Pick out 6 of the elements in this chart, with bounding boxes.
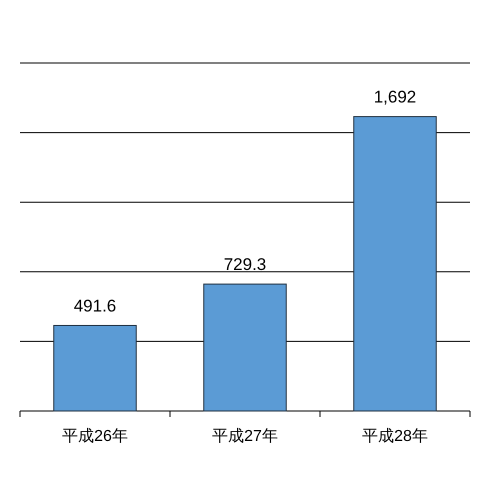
x-tick-label: 平成26年 bbox=[62, 427, 128, 445]
x-tick-label: 平成28年 bbox=[362, 427, 428, 445]
data-label: 1,692 bbox=[374, 88, 416, 107]
data-label: 491.6 bbox=[74, 296, 116, 316]
data-label: 729.3 bbox=[224, 255, 266, 274]
x-tick-label: 平成27年 bbox=[212, 427, 278, 445]
